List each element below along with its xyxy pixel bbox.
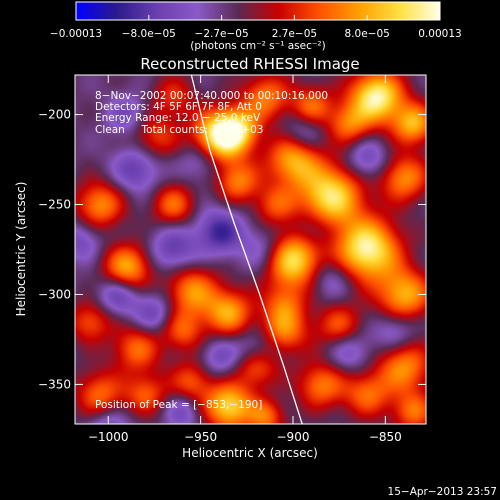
y-tick-label: −250 xyxy=(38,198,71,212)
colorbar-tick-label: −2.7e−05 xyxy=(195,28,249,40)
colorbar-tick-label: 2.7e−05 xyxy=(272,28,317,40)
y-axis: −200 −250 −300 −350 xyxy=(38,108,426,391)
annotation-time-range: 8−Nov−2002 00:07:40.000 to 00:10:16.000 xyxy=(95,90,328,102)
colorbar-ticks xyxy=(75,15,441,20)
colorbar-tick-label: −0.00013 xyxy=(50,28,102,40)
annotation-energy-range: Energy Range: 12.0 − 25.0 keV xyxy=(95,112,261,124)
heatmap-image xyxy=(75,75,426,424)
colorbar: −0.00013 −8.0e−05 −2.7e−05 2.7e−05 8.0e−05 0.… xyxy=(50,1,462,52)
x-tick-label: −900 xyxy=(277,430,310,444)
chart-title: Reconstructed RHESSI Image xyxy=(140,55,359,73)
solar-limb-line xyxy=(190,74,303,425)
observation-annotations: 8−Nov−2002 00:07:40.000 to 00:10:16.000 … xyxy=(95,90,328,136)
peak-position-label: Position of Peak = [−853,−190] xyxy=(95,399,262,411)
colorbar-gradient xyxy=(75,1,441,21)
x-axis-label: Heliocentric X (arcsec) xyxy=(182,446,318,460)
colorbar-tick-label: 0.00013 xyxy=(418,28,461,40)
colorbar-unit-label: (photons cm⁻² s⁻¹ asec⁻²) xyxy=(190,40,325,52)
y-tick-label: −200 xyxy=(38,108,71,122)
colorbar-tick-labels: −0.00013 −8.0e−05 −2.7e−05 2.7e−05 8.0e−05 0.… xyxy=(50,28,462,40)
y-tick-label: −300 xyxy=(38,287,71,301)
annotation-detectors: Detectors: 4F 5F 6F 7F 8F, Att 0 xyxy=(95,101,262,113)
footer-timestamp: 15−Apr−2013 23:57 xyxy=(388,486,497,498)
x-tick-label: −850 xyxy=(369,430,402,444)
y-tick-label: −350 xyxy=(38,377,71,391)
x-axis: −1000 −950 −900 −850 xyxy=(88,75,402,444)
colorbar-tick-label: −8.0e−05 xyxy=(122,28,176,40)
y-axis-label: Heliocentric Y (arcsec) xyxy=(14,182,28,317)
x-tick-label: −1000 xyxy=(88,430,129,444)
x-tick-label: −950 xyxy=(184,430,217,444)
plot-frame xyxy=(74,74,427,425)
annotation-clean-counts: Clean Total counts: 1.20E+03 xyxy=(95,124,264,136)
colorbar-tick-label: 8.0e−05 xyxy=(345,28,390,40)
